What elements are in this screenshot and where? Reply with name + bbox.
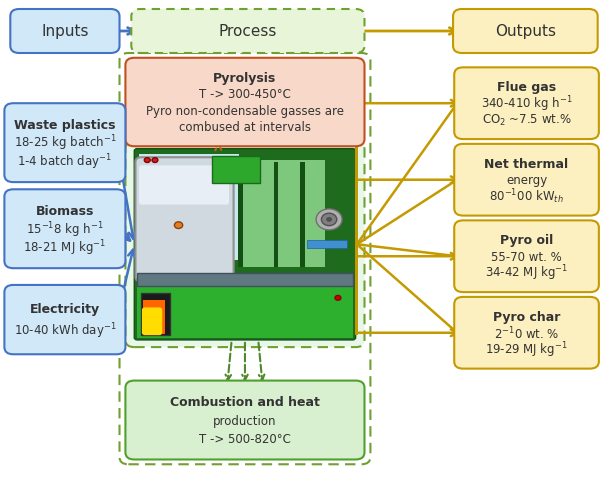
FancyBboxPatch shape <box>125 381 364 459</box>
FancyBboxPatch shape <box>137 274 353 287</box>
Circle shape <box>145 158 150 163</box>
Text: Inputs: Inputs <box>41 24 89 39</box>
Circle shape <box>335 296 341 300</box>
Circle shape <box>322 214 337 226</box>
Circle shape <box>316 209 342 230</box>
FancyBboxPatch shape <box>125 59 364 147</box>
Text: CO$_2$ ~7.5 wt.%: CO$_2$ ~7.5 wt.% <box>482 113 571 128</box>
Text: T -> 500-820°C: T -> 500-820°C <box>199 432 291 445</box>
Text: 19-29 MJ kg$^{-1}$: 19-29 MJ kg$^{-1}$ <box>485 340 568 359</box>
FancyBboxPatch shape <box>238 163 243 268</box>
Text: Pyrolysis: Pyrolysis <box>214 72 277 84</box>
FancyBboxPatch shape <box>142 308 162 336</box>
Text: 18-25 kg batch$^{-1}$: 18-25 kg batch$^{-1}$ <box>14 133 116 153</box>
FancyBboxPatch shape <box>139 166 229 205</box>
FancyBboxPatch shape <box>454 144 599 216</box>
FancyBboxPatch shape <box>454 68 599 140</box>
Text: energy: energy <box>506 174 547 187</box>
FancyBboxPatch shape <box>137 282 353 338</box>
Text: 10-40 kWh day$^{-1}$: 10-40 kWh day$^{-1}$ <box>14 321 116 341</box>
FancyBboxPatch shape <box>143 300 164 335</box>
Text: Flue gas: Flue gas <box>497 81 556 94</box>
FancyBboxPatch shape <box>134 149 356 340</box>
Text: combused at intervals: combused at intervals <box>179 121 311 134</box>
Text: Process: Process <box>219 24 277 39</box>
Circle shape <box>152 158 158 163</box>
Text: Net thermal: Net thermal <box>484 157 569 170</box>
FancyBboxPatch shape <box>131 10 364 54</box>
Text: 15$^{-1}$8 kg h$^{-1}$: 15$^{-1}$8 kg h$^{-1}$ <box>26 219 104 239</box>
FancyBboxPatch shape <box>4 285 125 355</box>
FancyBboxPatch shape <box>307 241 347 249</box>
Text: 55-70 wt. %: 55-70 wt. % <box>491 250 562 263</box>
FancyBboxPatch shape <box>125 142 364 348</box>
FancyBboxPatch shape <box>10 10 119 54</box>
Text: 1-4 batch day$^{-1}$: 1-4 batch day$^{-1}$ <box>17 152 112 171</box>
FancyBboxPatch shape <box>453 10 598 54</box>
Text: Biomass: Biomass <box>36 204 94 217</box>
FancyBboxPatch shape <box>241 161 325 268</box>
FancyBboxPatch shape <box>4 190 125 269</box>
FancyBboxPatch shape <box>142 293 170 336</box>
FancyBboxPatch shape <box>274 163 278 268</box>
Text: 34-42 MJ kg$^{-1}$: 34-42 MJ kg$^{-1}$ <box>485 264 568 283</box>
FancyBboxPatch shape <box>136 158 233 282</box>
Text: Electricity: Electricity <box>30 302 100 315</box>
Text: 340-410 kg h$^{-1}$: 340-410 kg h$^{-1}$ <box>481 94 572 114</box>
Text: production: production <box>213 414 277 427</box>
Text: 18-21 MJ kg$^{-1}$: 18-21 MJ kg$^{-1}$ <box>23 238 106 257</box>
FancyBboxPatch shape <box>454 221 599 292</box>
Text: 2$^{-1}$0 wt. %: 2$^{-1}$0 wt. % <box>494 325 559 341</box>
FancyBboxPatch shape <box>4 104 125 183</box>
Circle shape <box>326 217 332 222</box>
FancyBboxPatch shape <box>454 297 599 369</box>
FancyBboxPatch shape <box>301 163 305 268</box>
FancyBboxPatch shape <box>139 155 239 260</box>
Text: Combustion and heat: Combustion and heat <box>170 395 320 408</box>
Circle shape <box>175 222 182 229</box>
Text: Pyro non-condensable gasses are: Pyro non-condensable gasses are <box>146 105 344 118</box>
Text: Pyro oil: Pyro oil <box>500 234 553 247</box>
Text: Outputs: Outputs <box>495 24 556 39</box>
Text: Waste plastics: Waste plastics <box>14 119 116 132</box>
FancyBboxPatch shape <box>212 157 260 184</box>
Text: T -> 300-450°C: T -> 300-450°C <box>199 88 291 101</box>
Text: 80$^{-1}$00 kW$_{th}$: 80$^{-1}$00 kW$_{th}$ <box>489 187 564 206</box>
Text: Pyro char: Pyro char <box>493 310 560 323</box>
